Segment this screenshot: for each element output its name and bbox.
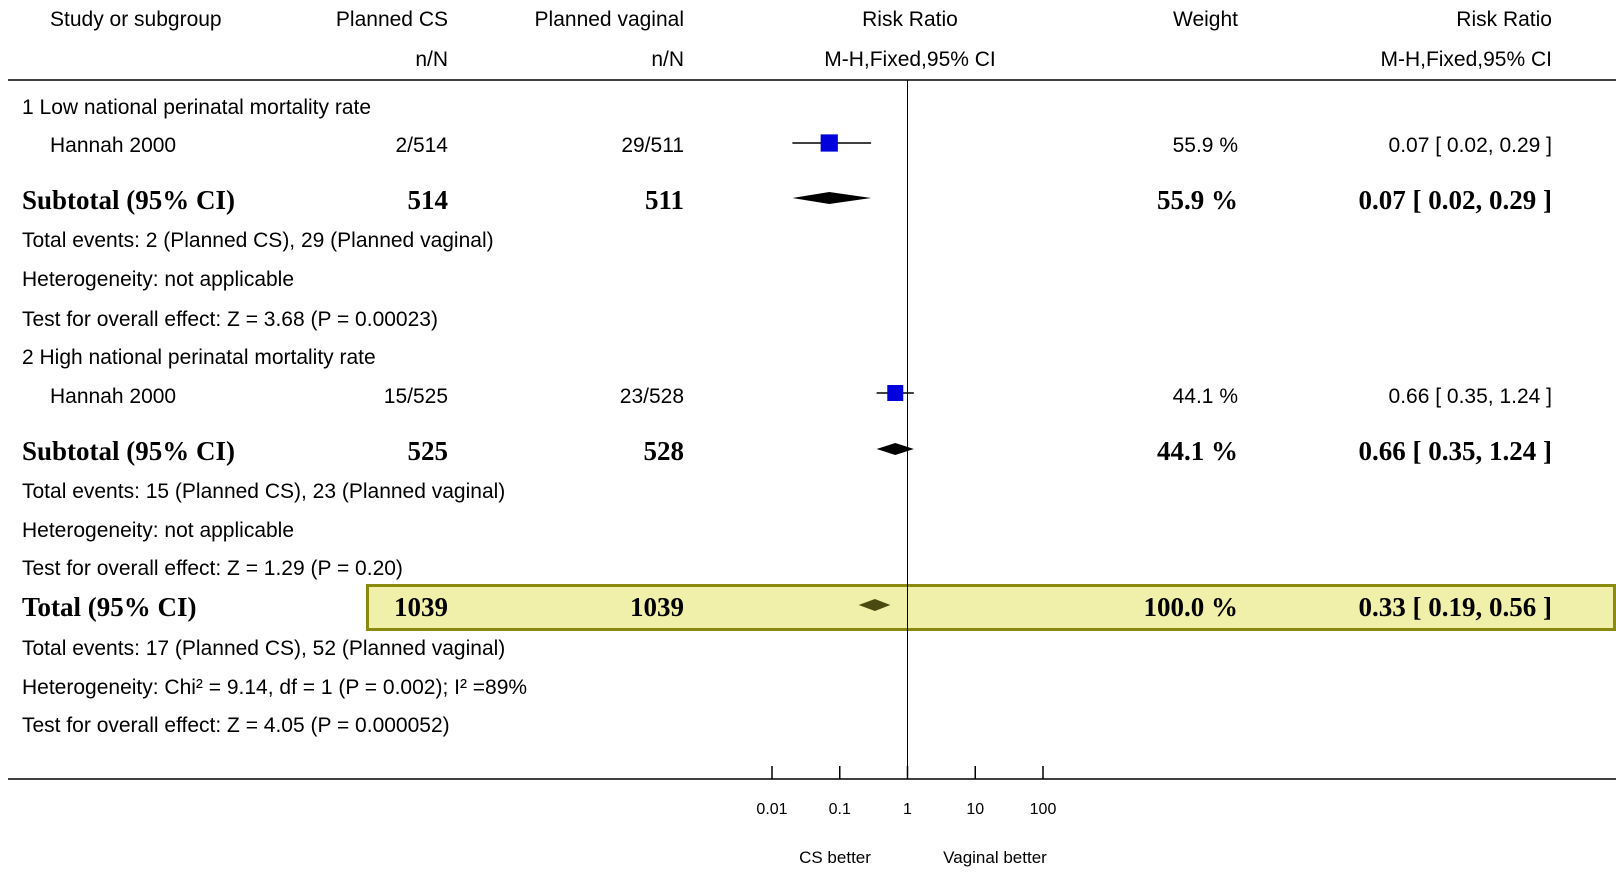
study-effect-box [887, 385, 904, 401]
total-overall-effect: Test for overall effect: Z = 4.05 (P = 0… [22, 714, 450, 737]
axis-tick-label: 0.01 [756, 801, 788, 818]
total-heterogeneity: Heterogeneity: Chi² = 9.14, df = 1 (P = … [22, 676, 528, 699]
group1-title: 1 Low national perinatal mortality rate [22, 96, 372, 119]
group1-subtotal-cs: 514 [407, 185, 449, 215]
group1-vaginal: 29/511 [621, 134, 684, 157]
group2-overall-effect: Test for overall effect: Z = 1.29 (P = 0… [22, 557, 403, 580]
header-method: M-H,Fixed,95% CI [824, 48, 996, 71]
group2-study-name: Hannah 2000 [50, 385, 177, 408]
group1-rr: 0.07 [ 0.02, 0.29 ] [1388, 134, 1552, 157]
subtotal-diamond [792, 192, 872, 204]
group2-subtotal-weight: 44.1 % [1157, 436, 1238, 466]
axis-tick-label: 1 [903, 801, 912, 818]
group2-heterogeneity: Heterogeneity: not applicable [22, 519, 295, 542]
group2-vaginal: 23/528 [619, 385, 684, 408]
axis-tick-label: 0.1 [828, 801, 851, 818]
group2-subtotal-label: Subtotal (95% CI) [22, 436, 236, 466]
group2-events: Total events: 15 (Planned CS), 23 (Plann… [22, 480, 506, 503]
total-highlight-box [366, 584, 1616, 631]
total-weight: 100.0 % [1143, 592, 1239, 622]
group1-overall-effect: Test for overall effect: Z = 3.68 (P = 0… [22, 308, 438, 331]
group1-subtotal-weight: 55.9 % [1157, 185, 1238, 215]
total-rr: 0.33 [ 0.19, 0.56 ] [1358, 592, 1552, 622]
group2-weight: 44.1 % [1172, 385, 1238, 408]
total-label: Total (95% CI) [22, 592, 197, 622]
total-diamond [858, 599, 891, 611]
group2-cs: 15/525 [383, 385, 448, 408]
group1-events: Total events: 2 (Planned CS), 29 (Planne… [22, 229, 494, 252]
header-weight: Weight [1173, 8, 1238, 31]
header-cs-nn: n/N [415, 48, 448, 71]
header-planned-cs: Planned CS [335, 8, 448, 31]
axis-tick-label: 100 [1029, 801, 1057, 818]
group1-subtotal-label: Subtotal (95% CI) [22, 185, 236, 215]
group2-subtotal-rr: 0.66 [ 0.35, 1.24 ] [1358, 436, 1552, 466]
study-effect-box [820, 134, 838, 152]
total-events: Total events: 17 (Planned CS), 52 (Plann… [22, 637, 506, 660]
axis-left-label: CS better [799, 848, 871, 867]
group1-study-name: Hannah 2000 [50, 134, 177, 157]
header-risk-ratio-right: Risk Ratio [1456, 8, 1552, 31]
group2-rr: 0.66 [ 0.35, 1.24 ] [1388, 385, 1552, 408]
total-vaginal: 1039 [630, 592, 684, 622]
group2-subtotal-vaginal: 528 [643, 436, 685, 466]
group2-title: 2 High national perinatal mortality rate [22, 346, 376, 369]
header-method-right: M-H,Fixed,95% CI [1380, 48, 1552, 71]
header-planned-vaginal: Planned vaginal [534, 8, 684, 31]
header-study: Study or subgroup [50, 8, 222, 31]
group2-subtotal-cs: 525 [407, 436, 449, 466]
total-cs: 1039 [394, 592, 448, 622]
group1-cs: 2/514 [395, 134, 448, 157]
axis-tick-label: 10 [966, 801, 985, 818]
header-vaginal-nn: n/N [651, 48, 684, 71]
axis-right-label: Vaginal better [943, 848, 1047, 867]
group1-heterogeneity: Heterogeneity: not applicable [22, 268, 295, 291]
header-risk-ratio: Risk Ratio [862, 8, 958, 31]
subtotal-diamond [876, 443, 914, 455]
group1-subtotal-rr: 0.07 [ 0.02, 0.29 ] [1358, 185, 1552, 215]
group1-subtotal-vaginal: 511 [644, 185, 684, 215]
group1-weight: 55.9 % [1172, 134, 1238, 157]
